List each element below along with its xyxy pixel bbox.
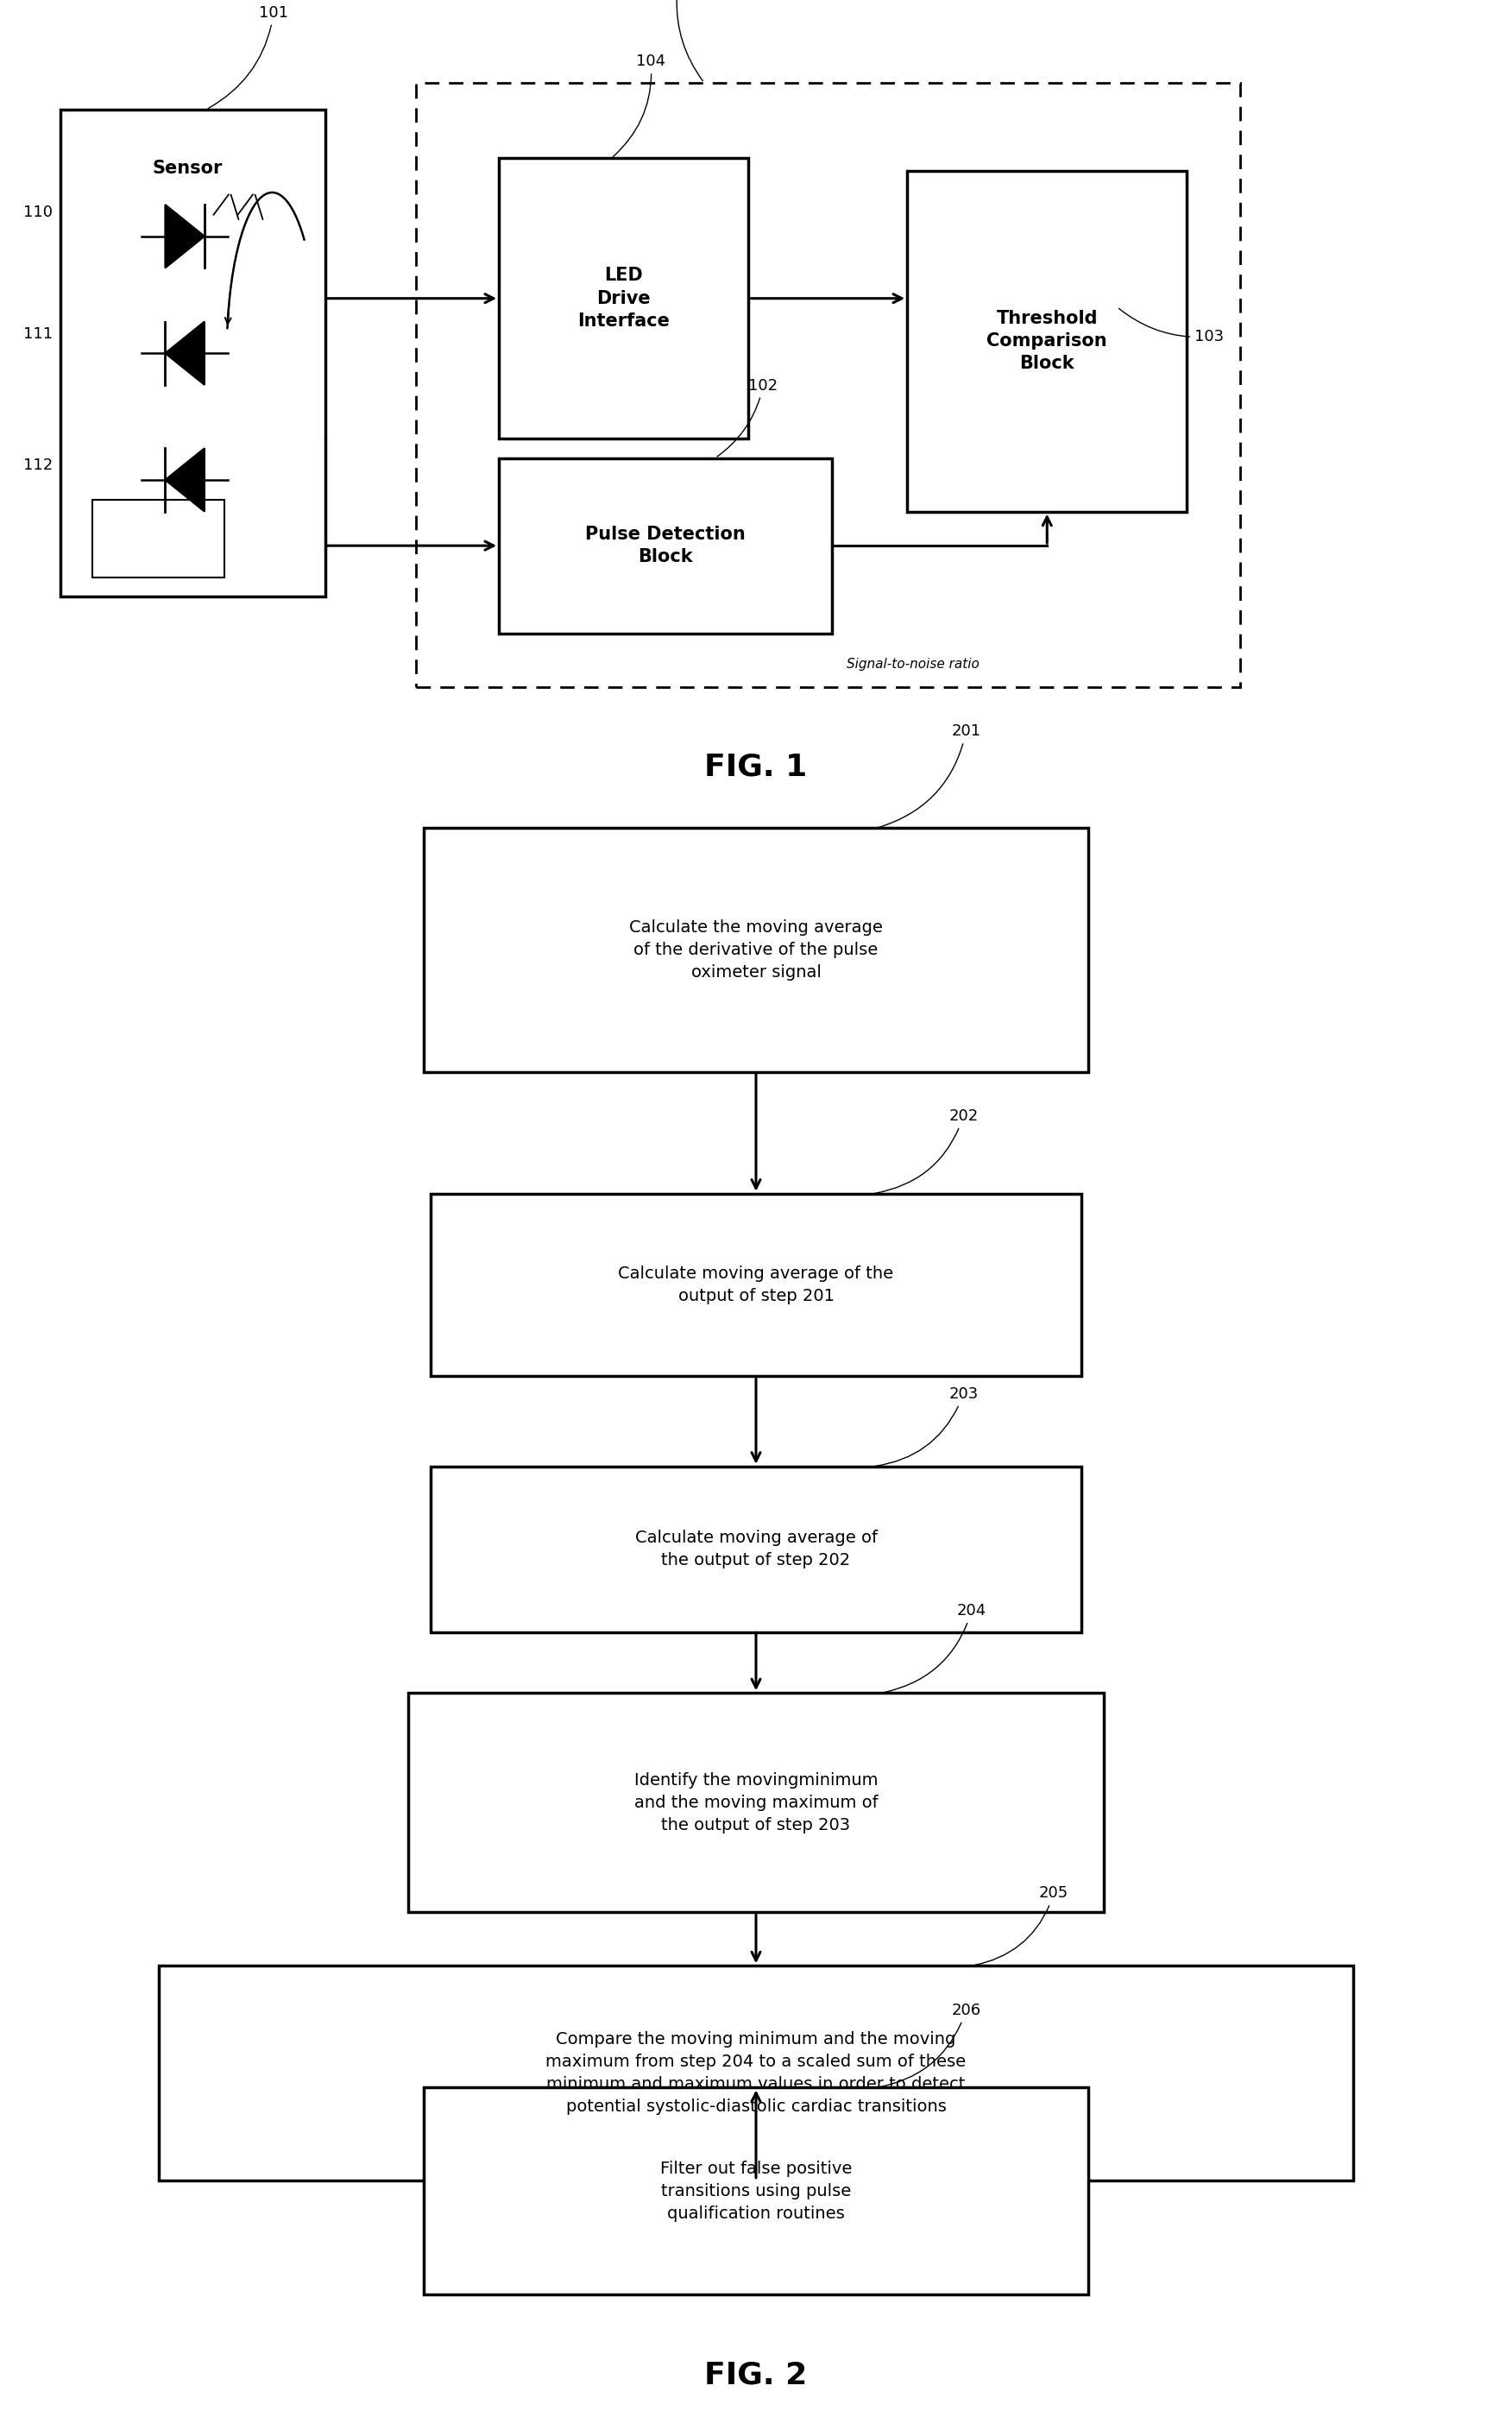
Bar: [408, 1693, 1104, 1912]
Text: 110: 110: [662, 0, 703, 80]
Bar: [416, 83, 1240, 687]
Text: Calculate moving average of the
output of step 201: Calculate moving average of the output o…: [618, 1267, 894, 1303]
Text: Pulse Detection
Block: Pulse Detection Block: [585, 526, 745, 565]
Text: 103: 103: [1119, 309, 1223, 343]
Text: Identify the movingminimum
and the moving maximum of
the output of step 203: Identify the movingminimum and the movin…: [634, 1773, 878, 1832]
Text: Signal-to-noise ratio: Signal-to-noise ratio: [847, 658, 980, 670]
Bar: [92, 499, 224, 577]
Polygon shape: [165, 448, 204, 512]
Text: 101: 101: [209, 5, 289, 110]
Bar: [159, 1966, 1353, 2180]
Text: 203: 203: [875, 1386, 978, 1466]
Text: 104: 104: [612, 54, 665, 156]
Polygon shape: [165, 205, 204, 268]
Text: 204: 204: [883, 1603, 986, 1693]
Bar: [423, 828, 1089, 1072]
Text: Compare the moving minimum and the moving
maximum from step 204 to a scaled sum : Compare the moving minimum and the movin…: [546, 2032, 966, 2114]
Text: 111: 111: [24, 326, 53, 341]
Bar: [431, 1194, 1081, 1376]
Bar: [907, 171, 1187, 512]
Text: Calculate moving average of
the output of step 202: Calculate moving average of the output o…: [635, 1530, 877, 1569]
Text: 110: 110: [24, 205, 53, 219]
Text: LED
Drive
Interface: LED Drive Interface: [578, 268, 670, 329]
Text: Threshold
Comparison
Block: Threshold Comparison Block: [987, 309, 1107, 373]
Text: 206: 206: [878, 2002, 981, 2088]
Text: Calculate the moving average
of the derivative of the pulse
oximeter signal: Calculate the moving average of the deri…: [629, 921, 883, 979]
Text: FIG. 2: FIG. 2: [705, 2360, 807, 2390]
Bar: [499, 158, 748, 438]
Text: 112: 112: [23, 458, 53, 473]
Text: Filter out false positive
transitions using pulse
qualification routines: Filter out false positive transitions us…: [661, 2161, 851, 2222]
Text: 102: 102: [717, 378, 777, 456]
Text: FIG. 1: FIG. 1: [705, 753, 807, 782]
Bar: [423, 2088, 1089, 2295]
Bar: [431, 1466, 1081, 1632]
Polygon shape: [165, 322, 204, 385]
Text: 201: 201: [878, 723, 981, 828]
Text: 202: 202: [875, 1108, 978, 1194]
Text: Sensor: Sensor: [153, 158, 222, 178]
Text: 205: 205: [974, 1885, 1069, 1966]
Bar: [499, 458, 832, 633]
Bar: [60, 110, 325, 597]
